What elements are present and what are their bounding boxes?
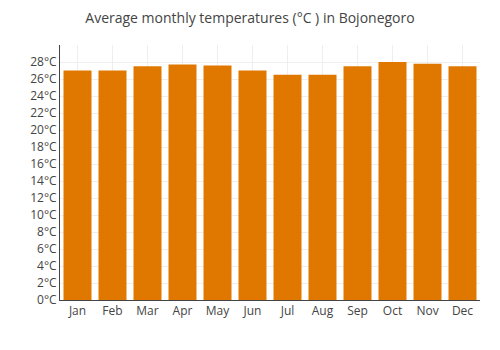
- svg-text:Apr: Apr: [173, 302, 193, 319]
- svg-text:Dec: Dec: [452, 302, 473, 319]
- svg-text:Sep: Sep: [347, 302, 368, 319]
- svg-text:Nov: Nov: [416, 302, 438, 319]
- svg-text:26°C: 26°C: [30, 70, 57, 87]
- svg-text:22°C: 22°C: [30, 104, 57, 121]
- svg-text:Oct: Oct: [383, 302, 402, 319]
- svg-text:12°C: 12°C: [30, 189, 57, 206]
- svg-text:4°C: 4°C: [37, 257, 57, 274]
- svg-text:8°C: 8°C: [37, 223, 57, 240]
- svg-text:Mar: Mar: [136, 302, 158, 319]
- svg-text:24°C: 24°C: [30, 87, 57, 104]
- svg-text:Feb: Feb: [102, 302, 122, 319]
- svg-text:Jul: Jul: [280, 302, 295, 319]
- svg-text:16°C: 16°C: [30, 155, 57, 172]
- svg-text:Average monthly temperatures (: Average monthly temperatures (°C ) in Bo…: [85, 8, 414, 27]
- svg-text:Jan: Jan: [68, 302, 86, 319]
- svg-text:10°C: 10°C: [30, 206, 57, 223]
- svg-text:14°C: 14°C: [30, 172, 57, 189]
- svg-text:20°C: 20°C: [30, 121, 57, 138]
- svg-text:Jun: Jun: [243, 302, 262, 319]
- svg-text:0°C: 0°C: [37, 291, 57, 308]
- svg-text:2°C: 2°C: [37, 274, 57, 291]
- svg-text:May: May: [206, 302, 230, 319]
- svg-text:28°C: 28°C: [30, 53, 57, 70]
- svg-text:Aug: Aug: [312, 302, 334, 319]
- svg-text:6°C: 6°C: [37, 240, 57, 257]
- svg-text:18°C: 18°C: [30, 138, 57, 155]
